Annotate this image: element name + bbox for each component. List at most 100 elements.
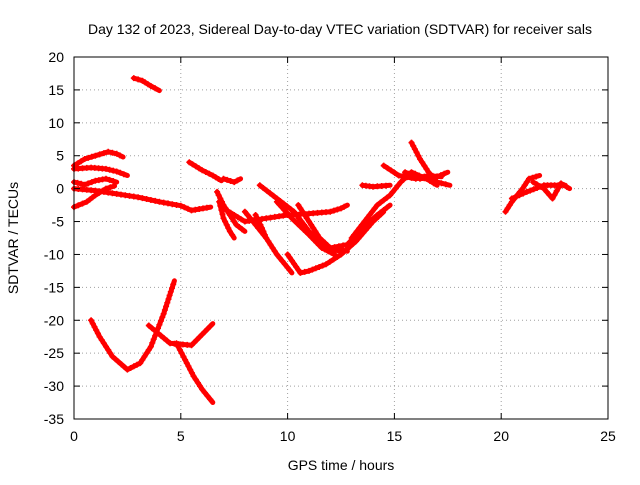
data-point-arc-7-10 <box>107 350 114 357</box>
data-point-arc-29-1 <box>533 181 540 188</box>
data-point-arc-7-3 <box>93 327 100 334</box>
data-point-arc-2-12 <box>117 169 124 176</box>
data-point-arc-19-4 <box>303 215 310 222</box>
data-point-arc-9-14 <box>199 386 206 393</box>
data-point-arc-9-3 <box>178 350 185 357</box>
series-arc-5 <box>71 183 118 211</box>
data-point-arc-24-4 <box>395 172 402 179</box>
data-point-arc-18-10 <box>300 226 307 233</box>
data-point-arc-29-0 <box>530 179 537 186</box>
data-point-arc-7-17 <box>127 365 134 371</box>
data-point-arc-7-42 <box>170 281 177 288</box>
data-point-arc-7-9 <box>105 346 112 353</box>
data-point-arc-16-4 <box>259 225 265 232</box>
series-arc-26 <box>402 169 451 182</box>
data-point-arc-22-9 <box>371 205 378 212</box>
data-point-arc-7-7 <box>100 340 107 347</box>
series-arc-29 <box>530 179 573 202</box>
data-point-arc-22-12 <box>380 197 387 204</box>
data-point-arc-11-3 <box>231 179 238 186</box>
data-point-arc-24-2 <box>388 167 395 174</box>
data-point-arc-7-33 <box>159 314 166 321</box>
data-point-arc-21-0 <box>327 244 334 251</box>
data-point-arc-11-1 <box>224 176 231 183</box>
data-point-arc-15-10 <box>267 241 274 248</box>
x-axis-title: GPS time / hours <box>288 457 395 473</box>
data-point-arc-17-11 <box>293 212 300 218</box>
data-point-arc-21-2 <box>335 243 342 250</box>
data-point-arc-21-17 <box>380 207 387 213</box>
series-arc-11 <box>220 175 244 186</box>
data-point-arc-15-18 <box>286 267 293 274</box>
data-point-arc-7-5 <box>96 333 103 340</box>
data-point-arc-28-6 <box>530 186 537 193</box>
y-tick-label-3: 5 <box>56 148 64 164</box>
data-point-arc-25-4 <box>415 152 422 159</box>
data-point-arc-3-5 <box>88 179 95 186</box>
data-point-arc-18-8 <box>294 220 301 227</box>
data-point-arc-17-3 <box>267 190 274 197</box>
data-point-arc-5-8 <box>99 187 106 194</box>
data-point-arc-21-15 <box>374 212 381 218</box>
data-point-arc-14-30 <box>341 203 348 210</box>
data-point-arc-7-21 <box>139 356 146 363</box>
data-point-arc-7-34 <box>160 310 167 317</box>
data-point-arc-20-6 <box>297 269 304 276</box>
data-point-arc-14-2 <box>227 209 234 216</box>
chart-title: Day 132 of 2023, Sidereal Day-to-day VTE… <box>88 21 592 37</box>
data-point-arc-20-2 <box>288 257 295 264</box>
data-point-arc-3-9 <box>103 175 109 182</box>
data-point-arc-9-16 <box>204 393 211 399</box>
data-point-arc-9-8 <box>187 366 194 373</box>
data-point-arc-22-7 <box>366 212 373 218</box>
data-point-arc-1-8 <box>100 150 107 157</box>
data-point-arc-3-1 <box>74 179 81 186</box>
y-tick-label-0: 20 <box>48 49 64 65</box>
data-point-arc-15-15 <box>279 258 286 264</box>
data-point-arc-14-26 <box>327 208 334 215</box>
data-point-arc-22-8 <box>369 208 376 215</box>
data-point-arc-1-2 <box>78 158 85 165</box>
data-point-arc-22-16 <box>392 185 399 192</box>
y-tick-label-5: -5 <box>52 214 65 230</box>
data-point-arc-1-7 <box>96 151 103 158</box>
data-point-arc-1-10 <box>109 149 116 156</box>
data-point-arc-14-29 <box>338 205 344 212</box>
x-tick-label-0: 0 <box>70 428 78 444</box>
data-point-arc-2-9 <box>106 166 113 173</box>
data-point-arc-17-2 <box>263 187 270 194</box>
data-point-arc-10-3 <box>196 165 202 172</box>
data-point-arc-16-6 <box>261 231 268 238</box>
data-point-arc-25-5 <box>417 156 423 162</box>
y-tick-label-2: 10 <box>48 115 64 131</box>
data-point-arc-7-35 <box>161 307 168 313</box>
data-point-arc-4-21 <box>160 199 167 206</box>
data-point-arc-17-12 <box>296 215 302 222</box>
data-point-arc-15-1 <box>244 212 251 218</box>
series-arc-25 <box>408 139 453 188</box>
data-point-arc-9-9 <box>188 369 195 376</box>
data-point-arc-28-4 <box>523 188 530 195</box>
data-point-arc-12-1 <box>215 192 222 199</box>
data-point-arc-27-2 <box>506 202 513 209</box>
data-point-arc-1-11 <box>113 150 120 157</box>
data-point-arc-26-0 <box>402 169 409 176</box>
data-point-arc-22-0 <box>348 235 355 241</box>
series-layer <box>71 75 573 405</box>
data-point-arc-14-3 <box>231 212 238 218</box>
data-point-arc-19-7 <box>310 225 317 232</box>
data-point-arc-21-3 <box>340 242 347 249</box>
data-point-arc-7-23 <box>143 350 150 357</box>
data-point-arc-7-39 <box>166 292 173 299</box>
data-point-arc-14-27 <box>330 207 337 214</box>
data-point-arc-6-1 <box>135 76 142 83</box>
data-point-arc-9-0 <box>173 340 180 347</box>
data-point-arc-10-5 <box>202 169 209 175</box>
data-point-arc-9-6 <box>183 360 190 367</box>
data-point-arc-7-37 <box>164 299 171 306</box>
x-tick-label-2: 10 <box>280 428 296 444</box>
data-point-arc-3-10 <box>106 176 113 183</box>
data-point-arc-4-15 <box>135 194 142 201</box>
data-point-arc-12-9 <box>231 218 238 225</box>
